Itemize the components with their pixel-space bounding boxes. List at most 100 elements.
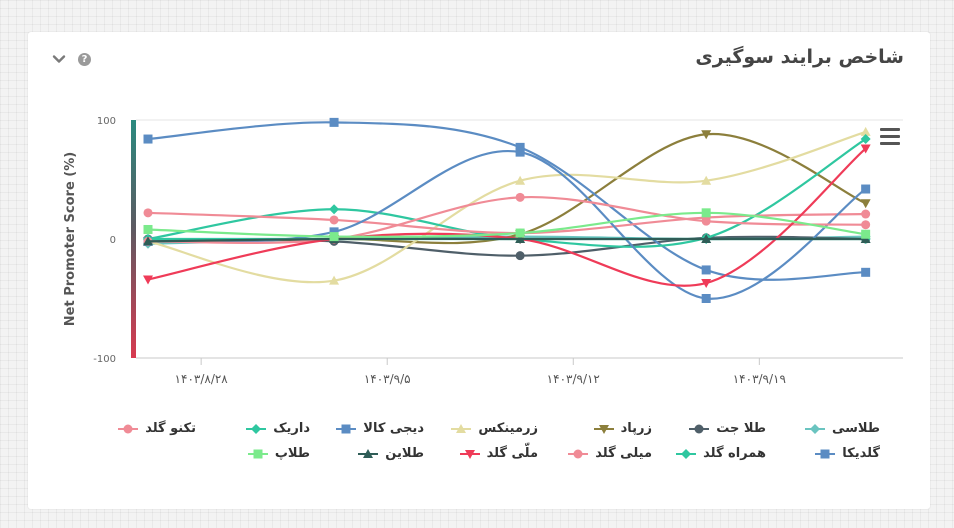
- data-point[interactable]: [329, 204, 340, 215]
- legend-item[interactable]: طلاپ: [196, 446, 310, 461]
- data-point[interactable]: [701, 216, 711, 226]
- legend-marker-shape[interactable]: [681, 448, 692, 459]
- data-point[interactable]: [515, 147, 525, 157]
- legend-item[interactable]: گلدیکا: [766, 446, 880, 461]
- line-chart: 100 0 -100 Net Promoter Score (%) ۱۴۰۳/۸/۲۸ ۱…: [63, 116, 903, 386]
- legend-marker-shape[interactable]: [573, 449, 583, 458]
- y-tick-label: 0: [110, 235, 116, 246]
- data-point[interactable]: [515, 251, 525, 261]
- data-point[interactable]: [329, 232, 339, 242]
- legend-item[interactable]: طلاسی: [766, 421, 880, 436]
- data-point[interactable]: [860, 134, 871, 145]
- series-3: [143, 130, 871, 247]
- menu-bar: [880, 128, 900, 131]
- legend-item[interactable]: زرمینکس: [424, 421, 538, 436]
- data-point[interactable]: [143, 275, 153, 285]
- legend-marker-icon: [459, 449, 480, 459]
- legend-item[interactable]: زرپاد: [538, 421, 652, 436]
- data-point[interactable]: [329, 117, 339, 127]
- legend-label: گلدیکا: [842, 446, 880, 461]
- data-point[interactable]: [329, 215, 339, 225]
- chart-legend: طلاسی طلا جت زرپاد زرمینکس دیجی کالا داریک تکن…: [80, 416, 880, 466]
- legend-item[interactable]: تکنو گلد: [82, 421, 196, 436]
- legend-marker-icon: [336, 424, 357, 433]
- x-tick-label: ۱۴۰۳/۸/۲۸: [175, 372, 229, 386]
- legend-marker-icon: [804, 423, 825, 434]
- x-tick-label: ۱۴۰۳/۹/۱۲: [547, 372, 600, 386]
- legend-marker-icon: [451, 423, 472, 433]
- legend-marker-shape[interactable]: [598, 424, 609, 434]
- legend-marker-shape[interactable]: [809, 423, 820, 434]
- legend-label: طلاسی: [831, 421, 880, 436]
- help-icon[interactable]: ?: [78, 52, 91, 66]
- series-line[interactable]: [147, 149, 867, 300]
- legend-item[interactable]: ملّی گلد: [424, 446, 538, 461]
- legend-item[interactable]: دیجی کالا: [310, 421, 424, 436]
- legend-marker-shape[interactable]: [251, 423, 262, 434]
- legend-item[interactable]: طلاین: [310, 446, 424, 461]
- data-point[interactable]: [701, 265, 711, 275]
- legend-marker-shape[interactable]: [456, 423, 467, 433]
- data-point[interactable]: [515, 234, 526, 243]
- data-point[interactable]: [515, 192, 525, 202]
- series-line[interactable]: [147, 138, 867, 248]
- legend-marker-shape[interactable]: [341, 424, 351, 433]
- legend-label: طلاپ: [274, 446, 310, 461]
- data-point[interactable]: [701, 175, 712, 185]
- legend-item[interactable]: داریک: [196, 421, 310, 436]
- legend-item[interactable]: همراه گلد: [652, 446, 766, 461]
- data-point[interactable]: [861, 184, 871, 194]
- data-point[interactable]: [860, 199, 871, 209]
- legend-label: زرمینکس: [478, 421, 538, 436]
- legend-label: طلا جت: [716, 421, 766, 436]
- data-point[interactable]: [861, 209, 871, 219]
- y-tick-label: -100: [93, 354, 116, 365]
- legend-marker-shape[interactable]: [464, 449, 475, 459]
- menu-bar: [880, 135, 900, 138]
- legend-label: تکنو گلد: [145, 421, 196, 436]
- legend-marker-shape[interactable]: [253, 449, 263, 458]
- series-8: [143, 147, 871, 303]
- data-point[interactable]: [701, 130, 712, 140]
- data-point[interactable]: [861, 229, 871, 239]
- data-point[interactable]: [701, 208, 711, 218]
- data-point[interactable]: [329, 275, 340, 285]
- y-tick-label: 100: [97, 116, 116, 127]
- legend-marker-shape[interactable]: [694, 424, 704, 433]
- legend-marker-icon: [118, 424, 139, 433]
- chart-card: شاخص برایند سوگیری ? 100 0 -100 Net Promote…: [28, 32, 930, 509]
- data-point[interactable]: [701, 294, 711, 303]
- data-point[interactable]: [860, 126, 871, 136]
- data-point[interactable]: [329, 227, 339, 237]
- data-point[interactable]: [861, 220, 871, 230]
- legend-label: زرپاد: [620, 421, 652, 436]
- hamburger-menu-icon[interactable]: [880, 128, 900, 145]
- legend-label: ملّی گلد: [486, 446, 538, 461]
- legend-marker-shape[interactable]: [363, 448, 374, 458]
- x-tick-label: ۱۴۰۳/۹/۱۹: [733, 372, 786, 386]
- legend-marker-icon: [593, 424, 614, 434]
- y-axis-title: Net Promoter Score (%): [63, 152, 78, 326]
- data-point[interactable]: [861, 267, 871, 277]
- legend-marker-icon: [568, 449, 589, 458]
- chevron-down-icon[interactable]: [50, 50, 68, 68]
- legend-marker-icon: [815, 449, 836, 458]
- data-point[interactable]: [143, 208, 153, 218]
- data-point[interactable]: [860, 144, 871, 154]
- data-point[interactable]: [143, 134, 153, 144]
- legend-marker-icon: [689, 424, 710, 433]
- legend-marker-shape[interactable]: [820, 449, 830, 458]
- data-point[interactable]: [143, 224, 153, 234]
- legend-item[interactable]: میلی گلد: [538, 446, 652, 461]
- legend-marker-shape[interactable]: [123, 424, 133, 433]
- data-point[interactable]: [515, 228, 525, 238]
- data-point[interactable]: [701, 279, 712, 289]
- data-point[interactable]: [515, 142, 525, 152]
- legend-item[interactable]: طلا جت: [652, 421, 766, 436]
- series-line[interactable]: [147, 130, 866, 284]
- data-point[interactable]: [701, 234, 712, 243]
- data-point[interactable]: [143, 236, 153, 246]
- y-axis-line: [131, 120, 136, 358]
- legend-label: داریک: [273, 421, 310, 436]
- data-point[interactable]: [515, 175, 526, 185]
